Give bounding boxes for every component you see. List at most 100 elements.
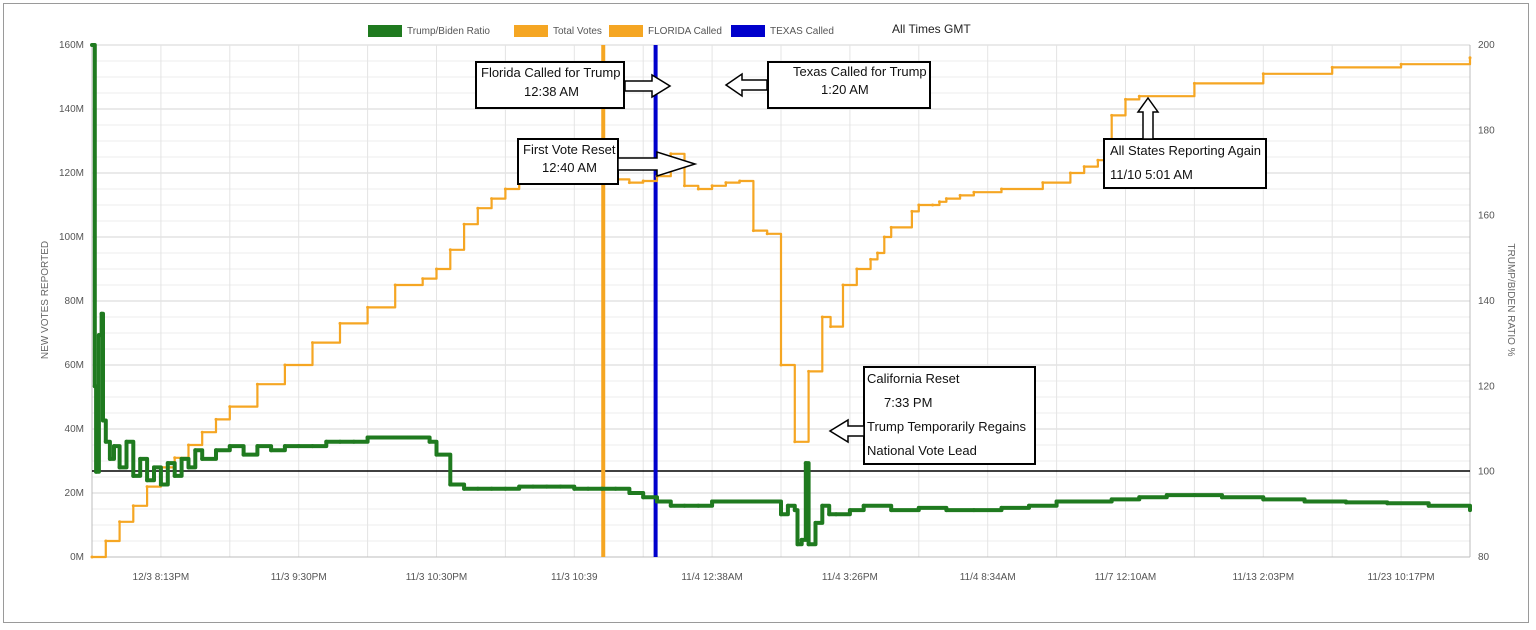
series-point [765, 232, 769, 236]
series-point [351, 439, 356, 444]
series-point [910, 209, 914, 213]
y-right-tick-label: 100 [1478, 467, 1495, 478]
x-tick-label: 11/4 12:38AM [681, 572, 743, 583]
series-point [145, 485, 149, 489]
series-point [586, 486, 591, 491]
series-point [1110, 113, 1114, 117]
series-point [669, 152, 673, 156]
series-point [393, 435, 398, 440]
y-left-tick-label: 40M [65, 424, 84, 435]
series-point [820, 503, 825, 508]
series-point [944, 508, 949, 513]
x-tick-label: 11/7 12:10AM [1095, 572, 1157, 583]
annotation-florida-line1: Florida Called for Trump [481, 65, 620, 80]
series-point [1261, 72, 1265, 76]
series-point [214, 417, 218, 421]
series-point [131, 473, 136, 478]
legend: Trump/Biden Ratio Total Votes FLORIDA Ca… [368, 22, 971, 37]
y-left-tick-label: 80M [65, 296, 84, 307]
annotation-box-california [863, 366, 1036, 465]
annotation-box-first-reset [517, 138, 619, 185]
series-point [214, 448, 218, 453]
right-axis-title: TRUMP/BIDEN RATIO % [1505, 243, 1516, 356]
series-point [820, 315, 824, 319]
legend-label-total-votes: Total Votes [553, 26, 602, 37]
arrow-left-icon [724, 72, 768, 98]
series-point [916, 505, 921, 510]
series-point [710, 499, 715, 504]
y-right-tick-label: 80 [1478, 552, 1490, 563]
series-point [724, 181, 728, 185]
series-point [855, 267, 859, 271]
series-point [683, 184, 686, 188]
chart-frame [3, 3, 1529, 623]
series-point [1344, 500, 1348, 505]
series-point [101, 418, 105, 423]
series-point [241, 452, 246, 457]
series-point [1399, 62, 1403, 66]
series-line-total-votes [92, 57, 1472, 559]
vertical-markers [601, 45, 658, 557]
series-point [1000, 187, 1003, 191]
annotation-california-line4: National Vote Lead [867, 443, 977, 458]
series-point [421, 277, 425, 281]
series-point [282, 444, 287, 449]
legend-swatch-texas [731, 25, 765, 37]
y-right-tick-label: 200 [1478, 40, 1495, 51]
series-point [799, 537, 804, 542]
series-point [751, 229, 755, 233]
series-point [829, 325, 833, 329]
series-point [227, 444, 232, 449]
series-point [641, 179, 645, 183]
series-point [1041, 181, 1045, 185]
series-point [613, 486, 618, 491]
annotation-first-reset-line1: First Vote Reset [523, 142, 616, 157]
series-point [138, 456, 143, 461]
series-point [104, 539, 108, 543]
series-point [807, 369, 811, 373]
series-point [972, 190, 976, 194]
left-axis-title: NEW VOTES REPORTED [40, 241, 51, 359]
series-point [779, 363, 783, 367]
series-point [779, 512, 783, 517]
series-point [917, 203, 921, 207]
series-point [283, 363, 287, 367]
series-point [448, 248, 452, 252]
series-point [738, 179, 742, 183]
series-point [1261, 497, 1266, 502]
series-point [1192, 493, 1197, 498]
series-point [158, 482, 163, 487]
series-point [958, 193, 962, 197]
series-point [90, 555, 94, 559]
series-point [118, 520, 122, 524]
series-point [503, 187, 507, 191]
series-point [200, 430, 204, 434]
y-right-tick-label: 140 [1478, 296, 1495, 307]
left-axis-ticks: 0M 20M 40M 60M 80M 100M 120M 140M 160M [59, 40, 84, 563]
legend-label-texas: TEXAS Called [770, 26, 834, 37]
series-point [696, 187, 700, 191]
series-point [434, 452, 439, 457]
series-point [1468, 508, 1472, 513]
series-point [365, 435, 370, 440]
series-point [94, 469, 99, 474]
series-point [99, 311, 104, 316]
series-point [517, 484, 522, 489]
legend-label-florida: FLORIDA Called [648, 26, 722, 37]
series-point [1220, 495, 1224, 500]
series-point [627, 181, 631, 185]
legend-label-ratio: Trump/Biden Ratio [407, 26, 490, 37]
series-point [544, 484, 549, 489]
series-point [366, 305, 370, 309]
x-tick-label: 11/4 8:34AM [960, 572, 1016, 583]
series-point [92, 384, 97, 389]
series-point [420, 435, 425, 440]
series-layer [90, 43, 1472, 559]
annotation-box-florida [475, 61, 625, 109]
series-point [1385, 501, 1390, 506]
series-point [785, 503, 790, 508]
series-point [193, 448, 198, 453]
series-point [869, 257, 873, 261]
series-point [1192, 81, 1196, 85]
series-point [310, 444, 315, 449]
